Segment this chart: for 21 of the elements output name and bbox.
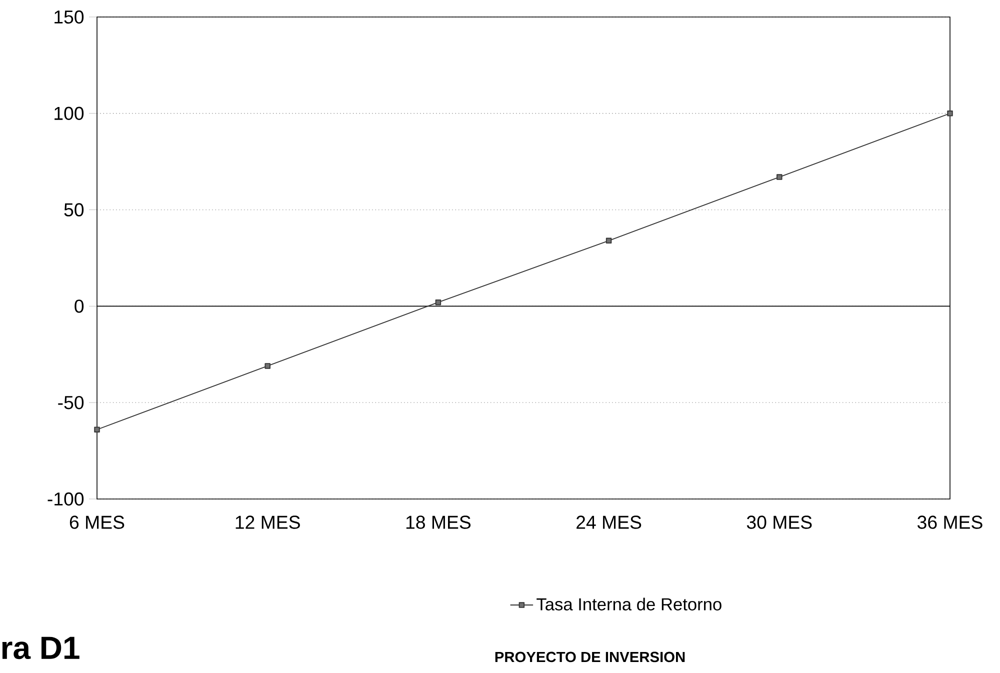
x-tick-label: 6 MES (70, 516, 124, 529)
point (606, 238, 612, 244)
y-tick-label: 150 (54, 10, 84, 24)
y-tick-label: 100 (54, 106, 84, 120)
y-tick-label: 0 (74, 300, 84, 313)
x-tick-label: 36 MES (918, 516, 982, 529)
x-tick-label: 12 MES (236, 516, 300, 529)
text: ra D1 (2, 636, 80, 660)
y-tick-label: -50 (58, 396, 84, 410)
point (264, 363, 270, 369)
legend-label: Tasa Interna de Retorno (536, 598, 722, 610)
x-tick-label: 24 MES (576, 516, 642, 529)
text: PROYECTO DE INVERSION (495, 652, 685, 662)
point (776, 174, 782, 180)
x-tick-label: 30 MES (746, 516, 812, 529)
point (94, 426, 100, 432)
point (435, 299, 442, 306)
x-tick-label: 18 MES (406, 516, 471, 529)
y-tick-label: -100 (48, 492, 84, 506)
point (947, 110, 953, 116)
y-tick-label: 50 (64, 203, 84, 216)
